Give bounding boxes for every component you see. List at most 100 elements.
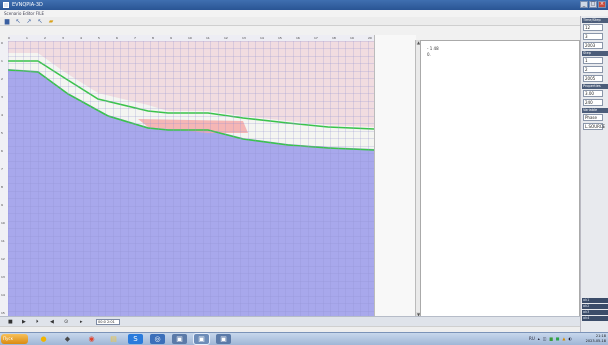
fast-forward-icon[interactable]: ▸ xyxy=(80,319,83,325)
x-ruler-tick: 0 xyxy=(8,36,10,40)
grid-overlay xyxy=(8,41,374,316)
taskbar: Пуск ● ◆ ◉ ▤ S ◎ ▣ ▣ ▣ RU ▴ ◫ ▆ ■ ▲ ◐ 21… xyxy=(0,332,608,345)
x-ruler-tick: 13 xyxy=(242,36,246,40)
step-back-icon[interactable]: ◀ xyxy=(50,319,54,325)
side-value-field[interactable]: 12 xyxy=(583,24,603,31)
y-ruler-tick: 8 xyxy=(1,185,3,189)
info-line-2: 0. xyxy=(427,52,431,57)
tray-signal-icon[interactable]: ▆ xyxy=(549,336,553,341)
y-ruler-tick: 14 xyxy=(1,293,5,297)
menu-item-file[interactable]: Scenario Editor FILE xyxy=(4,11,45,16)
side-header: Step xyxy=(582,51,608,56)
close-button[interactable]: × xyxy=(598,1,606,8)
tool-arrow-icon[interactable]: ↖ xyxy=(37,17,43,25)
x-ruler-tick: 1 xyxy=(26,36,28,40)
x-ruler-tick: 15 xyxy=(278,36,282,40)
record-icon[interactable]: ⊙ xyxy=(64,319,69,325)
tool-folder-icon[interactable]: ▰ xyxy=(48,17,54,25)
x-ruler-tick: 10 xyxy=(188,36,192,40)
side-header: Time/Step xyxy=(582,18,608,23)
window-taskbar-icon-1[interactable]: ▣ xyxy=(172,334,187,344)
y-ruler-tick: 15 xyxy=(1,311,5,315)
step-forward-icon[interactable]: ⏵ xyxy=(36,319,39,325)
y-ruler-tick: 6 xyxy=(1,149,3,153)
simulation-canvas[interactable] xyxy=(8,41,374,316)
x-ruler-tick: 17 xyxy=(314,36,318,40)
toolbar: ▆ ↖ ↗ ↖ ▰ xyxy=(0,17,608,26)
tool-save-icon[interactable]: ▆ xyxy=(4,17,10,25)
side-value-field[interactable]: 3.00 xyxy=(583,90,603,97)
side-value-field[interactable]: Phase xyxy=(583,114,603,121)
status-bar xyxy=(0,326,580,333)
chrome-taskbar-icon[interactable]: ◉ xyxy=(88,335,95,343)
clock-time: 21:18 xyxy=(595,334,606,338)
clock-date: 2023-05-18 xyxy=(585,339,606,343)
x-ruler-tick: 9 xyxy=(170,36,172,40)
y-ruler-tick: 10 xyxy=(1,221,5,225)
app-taskbar-icon[interactable]: ◆ xyxy=(64,335,71,343)
x-ruler-tick: 19 xyxy=(350,36,354,40)
x-ruler-tick: 2 xyxy=(44,36,46,40)
x-ruler-tick: 12 xyxy=(224,36,228,40)
side-header: Properties xyxy=(582,84,608,89)
side-value-field[interactable]: 2003 xyxy=(583,42,603,49)
tray-app-icon[interactable]: ■ xyxy=(555,336,560,341)
side-value-field[interactable]: 2005 xyxy=(583,75,603,82)
y-ruler-tick: 1 xyxy=(1,59,3,63)
scroll-up-icon[interactable]: ▲ xyxy=(416,40,421,45)
stop-icon[interactable]: ■ xyxy=(8,319,13,325)
side-bottom-button[interactable]: ok1 xyxy=(582,298,608,303)
info-line-1: - 1 48 xyxy=(427,46,439,51)
tray-network-icon[interactable]: ◫ xyxy=(542,336,547,341)
tray-volume-icon[interactable]: ◐ xyxy=(568,336,573,341)
x-ruler-tick: 18 xyxy=(332,36,336,40)
side-value-field[interactable]: 3 xyxy=(583,33,603,40)
side-value-field[interactable]: L.SOURCE xyxy=(583,123,606,130)
minimize-button[interactable]: _ xyxy=(580,1,588,8)
scroll-down-icon[interactable]: ▼ xyxy=(416,312,421,317)
x-ruler-tick: 20 xyxy=(368,36,372,40)
tool-select-icon[interactable]: ↗ xyxy=(26,17,32,25)
play-icon[interactable]: ▶ xyxy=(22,319,26,325)
x-ruler-tick: 6 xyxy=(116,36,118,40)
tray-alert-icon[interactable]: ▲ xyxy=(562,336,566,341)
language-indicator[interactable]: RU xyxy=(529,336,535,341)
taskbar-clock[interactable]: 21:18 2023-05-18 xyxy=(574,334,606,344)
start-button[interactable]: Пуск xyxy=(1,334,28,344)
maximize-button[interactable]: □ xyxy=(589,1,597,8)
x-ruler-tick: 4 xyxy=(80,36,82,40)
side-value-field[interactable]: 1 xyxy=(583,57,603,64)
x-ruler-tick: 14 xyxy=(260,36,264,40)
window-taskbar-icon-3[interactable]: ▣ xyxy=(216,334,231,344)
x-ruler-tick: 3 xyxy=(62,36,64,40)
y-ruler-tick: 4 xyxy=(1,113,3,117)
side-value-field[interactable]: 240 xyxy=(583,99,603,106)
side-bottom-button[interactable]: ok2 xyxy=(582,304,608,309)
tool-pointer-icon[interactable]: ↖ xyxy=(15,17,21,25)
y-ruler-tick: 11 xyxy=(1,239,5,243)
playback-bar: ■ ▶ ⏵ ◀ ⊙ ▸ 00:0 2:01 xyxy=(0,316,580,327)
y-ruler-tick: 12 xyxy=(1,257,5,261)
skype-taskbar-icon[interactable]: S xyxy=(128,334,143,344)
time-field[interactable]: 00:0 2:01 xyxy=(96,319,120,325)
y-ruler-tick: 5 xyxy=(1,131,3,135)
properties-sidebar: Time/Step 12 3 2003 Step 1 2 2005 Properties 3.00… xyxy=(580,16,608,332)
x-ruler-tick: 8 xyxy=(152,36,154,40)
side-header: Variable xyxy=(582,108,608,113)
terrain-grid[interactable] xyxy=(8,41,374,316)
program-taskbar-icon[interactable]: ◎ xyxy=(150,334,165,344)
window-taskbar-icon-2[interactable]: ▣ xyxy=(193,333,210,345)
x-ruler-tick: 11 xyxy=(206,36,210,40)
y-ruler-tick: 9 xyxy=(1,203,3,207)
tray-arrow-icon[interactable]: ▴ xyxy=(537,336,540,341)
info-panel: - 1 48 0. xyxy=(420,40,580,317)
side-bottom-button[interactable]: ok3 xyxy=(582,310,608,315)
explorer-taskbar-icon[interactable]: ▤ xyxy=(110,335,117,343)
y-ruler-tick: 3 xyxy=(1,95,3,99)
folder-taskbar-icon[interactable]: ● xyxy=(40,335,47,343)
y-ruler-tick: 13 xyxy=(1,275,5,279)
side-value-field[interactable]: 2 xyxy=(583,66,603,73)
window-title: EVNQPIA-3D xyxy=(12,2,43,8)
side-bottom-button[interactable]: ok4 xyxy=(582,316,608,321)
x-ruler-tick: 16 xyxy=(296,36,300,40)
